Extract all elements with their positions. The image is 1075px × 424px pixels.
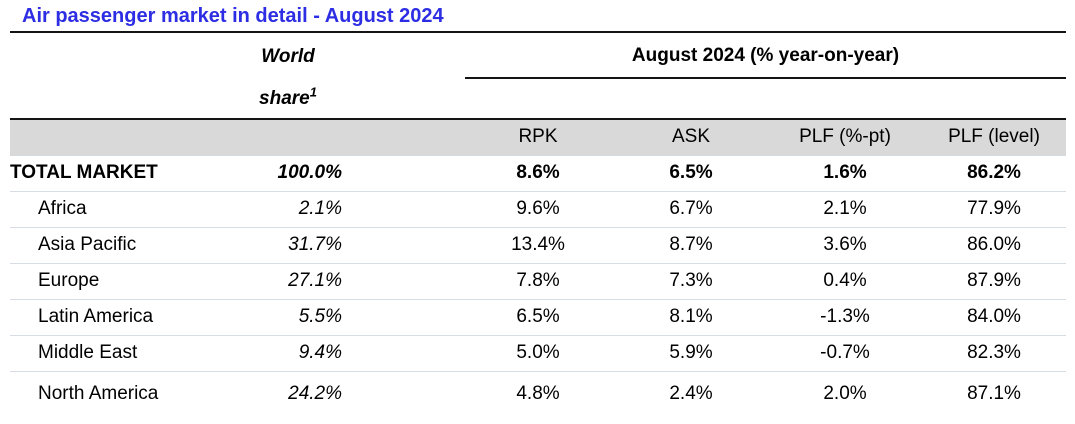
rpk-value: 9.6% xyxy=(462,190,614,227)
period-group-header: August 2024 (% year-on-year) xyxy=(465,32,1066,79)
market-detail-table: RPK ASK PLF (%-pt) PLF (level) TOTAL MAR… xyxy=(10,118,1066,416)
region-label: Europe xyxy=(10,262,215,299)
region-label: Asia Pacific xyxy=(10,226,215,263)
plf-level-value: 87.1% xyxy=(922,370,1066,416)
column-header-row: RPK ASK PLF (%-pt) PLF (level) xyxy=(10,118,1066,156)
ask-value: 5.9% xyxy=(614,334,768,371)
plf-pt-value: 1.6% xyxy=(823,162,867,183)
plf-pt-value: 3.6% xyxy=(768,226,922,263)
plf-pt-value: -0.7% xyxy=(768,334,922,371)
region-label: Latin America xyxy=(10,298,215,335)
rpk-value: 4.8% xyxy=(462,370,614,416)
table-row-middle-east: Middle East 9.4% 5.0% 5.9% -0.7% 82.3% xyxy=(10,334,1066,371)
rpk-value: 7.8% xyxy=(462,262,614,299)
plf-pt-value: -1.3% xyxy=(768,298,922,335)
region-label: Africa xyxy=(10,190,215,227)
plf-level-value: 86.0% xyxy=(922,226,1066,263)
table-row-north-america: North America 24.2% 4.8% 2.4% 2.0% 87.1% xyxy=(10,370,1066,416)
column-header-ask: ASK xyxy=(614,118,768,156)
header-region-empty xyxy=(10,118,215,156)
world-share-value: 27.1% xyxy=(215,262,342,299)
world-share-value: 24.2% xyxy=(215,370,342,416)
header-spacer xyxy=(342,118,462,156)
ask-value: 7.3% xyxy=(614,262,768,299)
world-share-line1: World xyxy=(261,46,315,67)
world-share-line2: share1 xyxy=(259,84,317,109)
plf-level-value: 82.3% xyxy=(922,334,1066,371)
plf-pt-value: 2.1% xyxy=(768,190,922,227)
ask-value: 8.1% xyxy=(614,298,768,335)
plf-pt-value: 0.4% xyxy=(768,262,922,299)
world-share-value: 9.4% xyxy=(215,334,342,371)
ask-value: 2.4% xyxy=(614,370,768,416)
rpk-value: 8.6% xyxy=(516,162,560,183)
region-label: TOTAL MARKET xyxy=(10,162,158,183)
ask-value: 6.5% xyxy=(669,162,713,183)
header-share-empty xyxy=(215,118,342,156)
ask-value: 8.7% xyxy=(614,226,768,263)
rpk-value: 6.5% xyxy=(462,298,614,335)
table-row-total-market: TOTAL MARKET 100.0% 8.6% 6.5% 1.6% 86.2% xyxy=(10,155,1066,191)
plf-pt-value: 2.0% xyxy=(768,370,922,416)
rpk-value: 5.0% xyxy=(462,334,614,371)
table-row-europe: Europe 27.1% 7.8% 7.3% 0.4% 87.9% xyxy=(10,262,1066,299)
plf-level-value: 84.0% xyxy=(922,298,1066,335)
plf-level-value: 86.2% xyxy=(967,162,1021,183)
ask-value: 6.7% xyxy=(614,190,768,227)
region-label: North America xyxy=(10,370,215,416)
column-header-rpk: RPK xyxy=(462,118,614,156)
page-title: Air passenger market in detail - August … xyxy=(22,5,444,27)
column-header-plf-level: PLF (level) xyxy=(922,118,1066,156)
world-share-value: 5.5% xyxy=(215,298,342,335)
table-row-asia-pacific: Asia Pacific 31.7% 13.4% 8.7% 3.6% 86.0% xyxy=(10,226,1066,263)
plf-level-value: 87.9% xyxy=(922,262,1066,299)
plf-level-value: 77.9% xyxy=(922,190,1066,227)
world-share-value: 2.1% xyxy=(215,190,342,227)
footnote-marker: 1 xyxy=(309,84,317,100)
table-row-africa: Africa 2.1% 9.6% 6.7% 2.1% 77.9% xyxy=(10,190,1066,227)
rpk-value: 13.4% xyxy=(462,226,614,263)
region-label: Middle East xyxy=(10,334,215,371)
world-share-column-header: World share1 xyxy=(203,36,373,120)
world-share-value: 100.0% xyxy=(277,162,342,183)
column-header-plf-pt: PLF (%-pt) xyxy=(768,118,922,156)
world-share-value: 31.7% xyxy=(215,226,342,263)
table-row-latin-america: Latin America 5.5% 6.5% 8.1% -1.3% 84.0% xyxy=(10,298,1066,335)
title-divider xyxy=(10,31,1066,33)
